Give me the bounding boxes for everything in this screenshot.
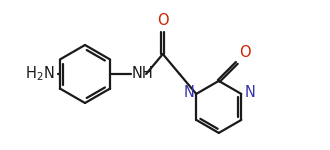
- Text: N: N: [183, 85, 194, 100]
- Text: NH: NH: [132, 66, 154, 81]
- Text: O: O: [157, 13, 169, 28]
- Text: N: N: [244, 85, 255, 100]
- Text: O: O: [239, 45, 250, 60]
- Text: H$_2$N: H$_2$N: [25, 65, 55, 83]
